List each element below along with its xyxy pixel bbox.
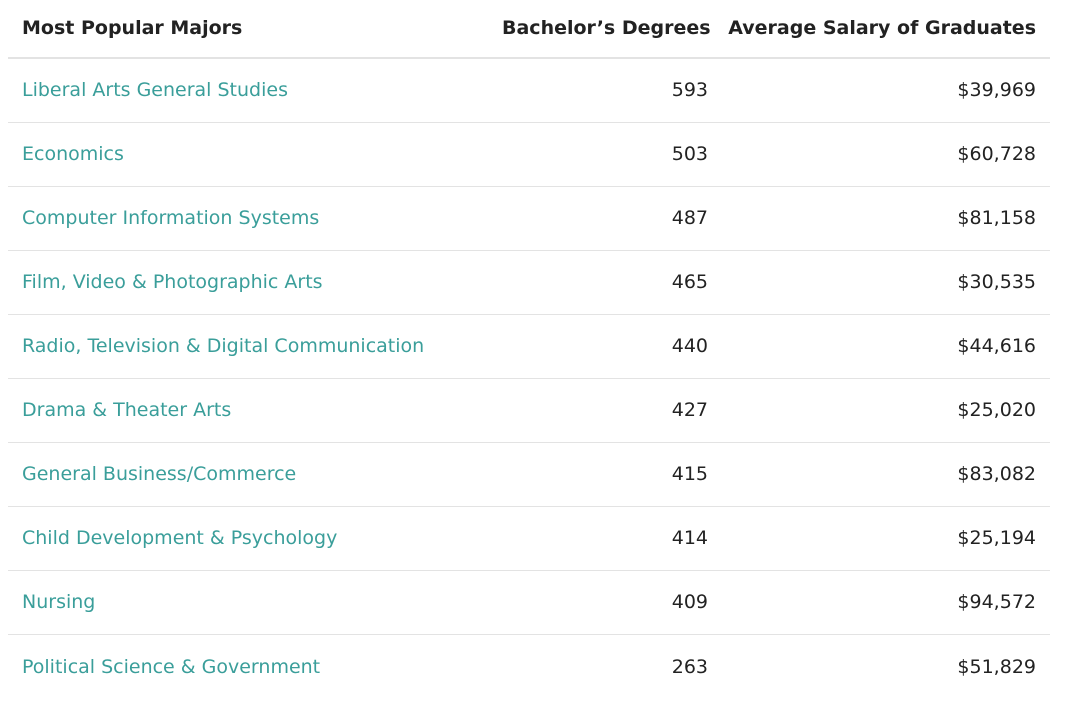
- header-bachelors-degrees: Bachelor’s Degrees: [502, 17, 711, 39]
- salary-value: $25,020: [957, 399, 1036, 421]
- major-link[interactable]: Film, Video & Photographic Arts: [22, 271, 323, 293]
- header-average-salary: Average Salary of Graduates: [728, 17, 1036, 39]
- degrees-value: 263: [671, 655, 708, 678]
- major-link[interactable]: Drama & Theater Arts: [22, 399, 232, 421]
- salary-value: $39,969: [957, 79, 1036, 101]
- table-row: Child Development & Psychology 414 $25,1…: [8, 507, 1050, 571]
- salary-value: $51,829: [957, 655, 1036, 678]
- table-row: Radio, Television & Digital Communicatio…: [8, 315, 1050, 379]
- table-row: Film, Video & Photographic Arts 465 $30,…: [8, 251, 1050, 315]
- majors-table: Most Popular Majors Bachelor’s Degrees A…: [8, 0, 1050, 699]
- table-row: Liberal Arts General Studies 593 $39,969: [8, 59, 1050, 123]
- degrees-value: 487: [671, 207, 708, 229]
- degrees-value: 427: [671, 399, 708, 421]
- degrees-value: 503: [671, 143, 708, 165]
- degrees-value: 415: [671, 463, 708, 485]
- major-link[interactable]: Political Science & Government: [22, 655, 321, 678]
- major-link[interactable]: Nursing: [22, 591, 96, 613]
- major-link[interactable]: Liberal Arts General Studies: [22, 79, 288, 101]
- header-most-popular-majors: Most Popular Majors: [22, 17, 243, 39]
- salary-value: $25,194: [957, 527, 1036, 549]
- table-row: Computer Information Systems 487 $81,158: [8, 187, 1050, 251]
- table-row: Economics 503 $60,728: [8, 123, 1050, 187]
- degrees-value: 593: [671, 79, 708, 101]
- salary-value: $81,158: [957, 207, 1036, 229]
- table-header: Most Popular Majors Bachelor’s Degrees A…: [8, 0, 1050, 59]
- major-link[interactable]: Radio, Television & Digital Communicatio…: [22, 335, 425, 357]
- major-link[interactable]: Economics: [22, 143, 124, 165]
- table-row: Nursing 409 $94,572: [8, 571, 1050, 635]
- salary-value: $83,082: [957, 463, 1036, 485]
- degrees-value: 414: [671, 527, 708, 549]
- degrees-value: 409: [671, 591, 708, 613]
- salary-value: $60,728: [957, 143, 1036, 165]
- degrees-value: 465: [671, 271, 708, 293]
- salary-value: $94,572: [957, 591, 1036, 613]
- major-link[interactable]: Computer Information Systems: [22, 207, 320, 229]
- table-row: General Business/Commerce 415 $83,082: [8, 443, 1050, 507]
- salary-value: $30,535: [957, 271, 1036, 293]
- salary-value: $44,616: [957, 335, 1036, 357]
- table-row: Political Science & Government 263 $51,8…: [8, 635, 1050, 699]
- degrees-value: 440: [671, 335, 708, 357]
- table-row: Drama & Theater Arts 427 $25,020: [8, 379, 1050, 443]
- major-link[interactable]: General Business/Commerce: [22, 463, 297, 485]
- major-link[interactable]: Child Development & Psychology: [22, 527, 338, 549]
